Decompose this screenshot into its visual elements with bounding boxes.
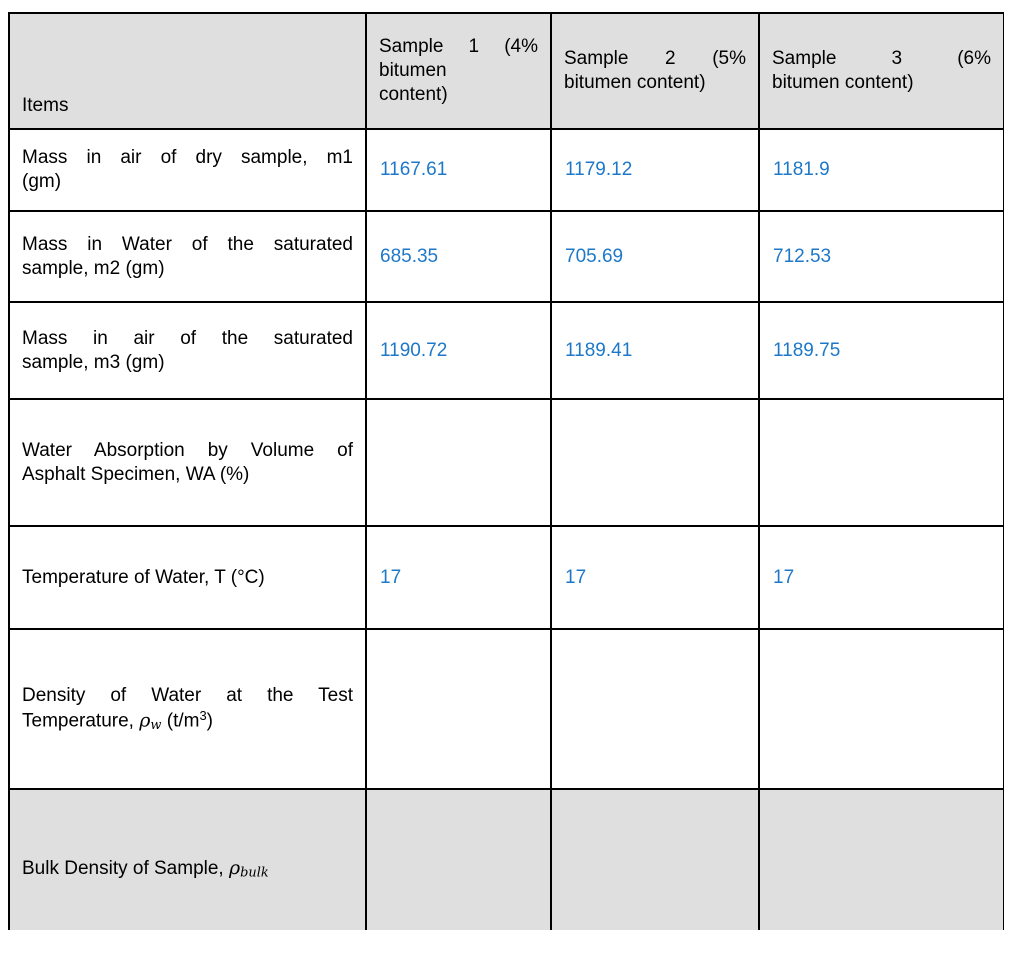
column-header-sample-3: Sample 3 (6% bitumen content)	[758, 12, 1004, 130]
table-row-bulk-density: Bulk Density of Sample, ρbulk	[8, 788, 1004, 930]
value-cell[interactable]: 685.35	[365, 210, 552, 303]
row-label: Density of Water at the Test Temperature,…	[8, 628, 367, 790]
value-cell[interactable]	[758, 788, 1004, 930]
table-row-water-absorption: Water Absorption by Volume of Asphalt Spe…	[8, 398, 1004, 527]
header-row: Items Sample 1 (4% bitumen content) Sample…	[8, 12, 1004, 130]
value-cell[interactable]: 1179.12	[550, 128, 760, 212]
table-row-mass-water-saturated: Mass in Water of the saturated sample, m2…	[8, 210, 1004, 303]
value-cell[interactable]: 1189.75	[758, 301, 1004, 400]
value-cell[interactable]: 1167.61	[365, 128, 552, 212]
row-label: Mass in air of the saturated sample, m3 (…	[8, 301, 367, 400]
lab-data-table: Items Sample 1 (4% bitumen content) Sample…	[8, 12, 1004, 930]
table-header: Items Sample 1 (4% bitumen content) Sample…	[8, 12, 1004, 130]
value-cell[interactable]	[365, 628, 552, 790]
value-cell[interactable]: 1189.41	[550, 301, 760, 400]
value-cell[interactable]	[365, 398, 552, 527]
row-label: Mass in air of dry sample, m1 (gm)	[8, 128, 367, 212]
table-row-water-temperature: Temperature of Water, T (°C) 17 17 17	[8, 525, 1004, 630]
column-header-sample-1: Sample 1 (4% bitumen content)	[365, 12, 552, 130]
value-cell[interactable]: 1190.72	[365, 301, 552, 400]
row-label: Water Absorption by Volume of Asphalt Spe…	[8, 398, 367, 527]
table-row-water-density: Density of Water at the Test Temperature,…	[8, 628, 1004, 790]
value-cell[interactable]: 705.69	[550, 210, 760, 303]
row-label: Mass in Water of the saturated sample, m2…	[8, 210, 367, 303]
value-cell[interactable]	[758, 628, 1004, 790]
column-header-items: Items	[8, 12, 367, 130]
value-cell[interactable]: 1181.9	[758, 128, 1004, 212]
document-table-container: Items Sample 1 (4% bitumen content) Sample…	[8, 12, 1004, 930]
row-label: Temperature of Water, T (°C)	[8, 525, 367, 630]
value-cell[interactable]	[365, 788, 552, 930]
value-cell[interactable]: 17	[365, 525, 552, 630]
value-cell[interactable]: 17	[550, 525, 760, 630]
value-cell[interactable]	[758, 398, 1004, 527]
value-cell[interactable]	[550, 788, 760, 930]
table-row-mass-dry: Mass in air of dry sample, m1 (gm) 1167.6…	[8, 128, 1004, 212]
value-cell[interactable]: 712.53	[758, 210, 1004, 303]
column-header-sample-2: Sample 2 (5% bitumen content)	[550, 12, 760, 130]
table-row-mass-air-saturated: Mass in air of the saturated sample, m3 (…	[8, 301, 1004, 400]
table-body: Mass in air of dry sample, m1 (gm) 1167.6…	[8, 128, 1004, 930]
value-cell[interactable]	[550, 628, 760, 790]
value-cell[interactable]: 17	[758, 525, 1004, 630]
value-cell[interactable]	[550, 398, 760, 527]
row-label: Bulk Density of Sample, ρbulk	[8, 788, 367, 930]
